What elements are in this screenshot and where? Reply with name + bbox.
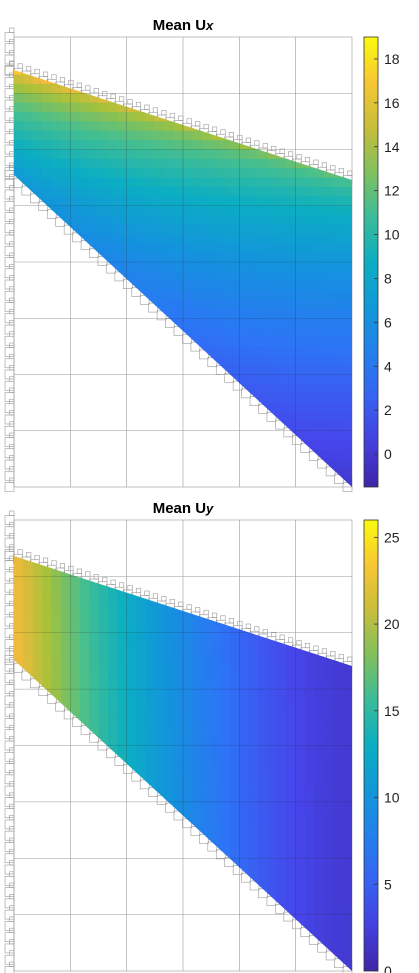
colorbar bbox=[363, 36, 379, 488]
colorbar-tick-label: 10 bbox=[384, 227, 400, 243]
colorbar-tick-label: 8 bbox=[384, 270, 392, 286]
panel-mean-uy: Mean Uy 0 5 10 15 20 25 bbox=[0, 490, 419, 973]
colorbar-tick-label: 0 bbox=[384, 446, 392, 462]
colorbar-tick-label: 18 bbox=[384, 51, 400, 67]
colorbar-tick-label: 12 bbox=[384, 183, 400, 199]
colorbar-tick-label: 20 bbox=[384, 616, 400, 632]
colorbar-tick-label: 2 bbox=[384, 402, 392, 418]
chart-ux: 0 2 4 6 8 10 12 14 16 18 bbox=[4, 27, 400, 492]
colorbar-tick-label: 14 bbox=[384, 139, 400, 155]
colorbar-tick-label: 10 bbox=[384, 790, 400, 806]
colorbar bbox=[363, 519, 379, 972]
chart-uy: 0 5 10 15 20 25 bbox=[4, 510, 400, 973]
colorbar-tick-label: 25 bbox=[384, 529, 400, 545]
colorbar-tick-label: 0 bbox=[384, 963, 392, 973]
colorbar-tick-label: 6 bbox=[384, 314, 392, 330]
colorbar-tick-label: 5 bbox=[384, 876, 392, 892]
chart-title-ux: Mean Ux bbox=[152, 17, 214, 34]
colorbar-tick-label: 4 bbox=[384, 358, 392, 374]
colorbar-tick-label: 15 bbox=[384, 703, 400, 719]
chart-title-uy: Mean Uy bbox=[152, 500, 214, 517]
panel-mean-ux: Mean Ux 0 2 4 6 8 10 12 14 16 18 bbox=[4, 17, 400, 492]
colorbar-tick-label: 16 bbox=[384, 95, 400, 111]
